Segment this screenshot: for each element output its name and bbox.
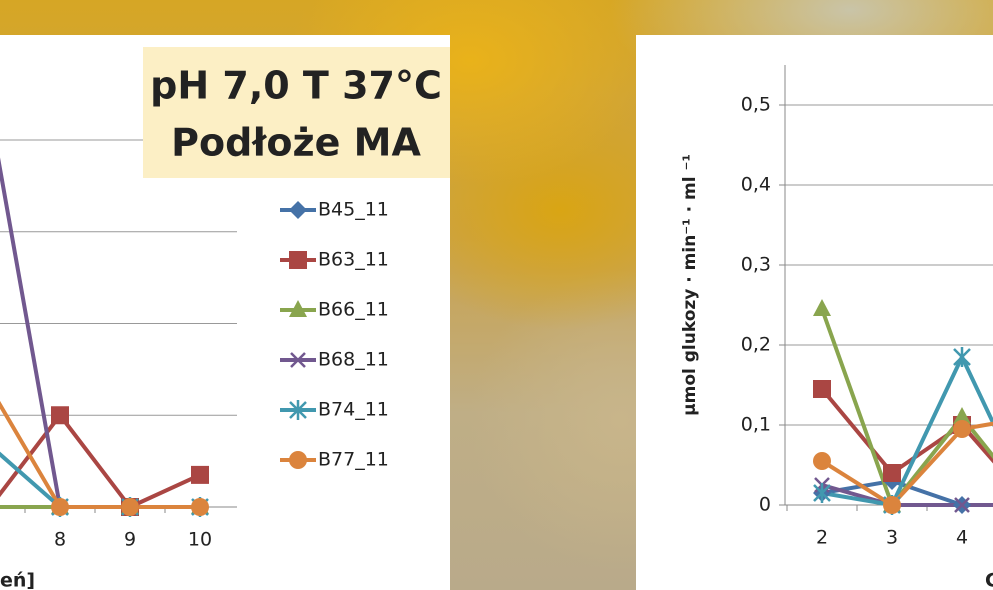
marker — [883, 464, 901, 482]
marker — [289, 251, 307, 269]
y-axis-label: µmol glukozy · min⁻¹ · ml ⁻¹ — [680, 154, 700, 416]
legend-label: B66_11 — [318, 299, 389, 321]
x-tick-label: 10 — [188, 529, 212, 551]
marker — [953, 420, 971, 438]
annotation: Podłoże MA — [171, 121, 421, 165]
legend-label: B77_11 — [318, 449, 389, 471]
x-tick-label: 9 — [124, 529, 136, 551]
y-tick-label: 0 — [759, 494, 771, 516]
marker — [191, 466, 209, 484]
marker — [813, 452, 831, 470]
y-tick-label: 0,2 — [741, 334, 771, 356]
marker — [289, 451, 307, 469]
legend-label: B63_11 — [318, 249, 389, 271]
marker — [121, 498, 139, 516]
x-tick-label: 3 — [886, 527, 898, 549]
marker — [813, 380, 831, 398]
y-tick-label: 0,1 — [741, 414, 771, 436]
x-axis-label: eń] — [0, 570, 35, 590]
marker — [883, 496, 901, 514]
legend-label: B45_11 — [318, 199, 389, 221]
x-tick-label: 2 — [816, 527, 828, 549]
annotation: pH 7,0 T 37°C — [150, 64, 442, 108]
charts: pH 7,0 T 37°C Podłoże MA eń] C µmol gluk… — [0, 0, 993, 590]
y-tick-label: 0,4 — [741, 174, 771, 196]
x-axis-label: C — [985, 570, 993, 590]
legend-label: B68_11 — [318, 349, 389, 371]
legend-label: B74_11 — [318, 399, 389, 421]
marker — [51, 498, 69, 516]
marker — [191, 498, 209, 516]
slide: pH 7,0 T 37°C Podłoże MA eń] C µmol gluk… — [0, 0, 993, 590]
y-tick-label: 0,3 — [741, 254, 771, 276]
x-tick-label: 8 — [54, 529, 66, 551]
marker — [51, 406, 69, 424]
x-tick-label: 4 — [956, 527, 968, 549]
y-tick-label: 0,5 — [741, 94, 771, 116]
